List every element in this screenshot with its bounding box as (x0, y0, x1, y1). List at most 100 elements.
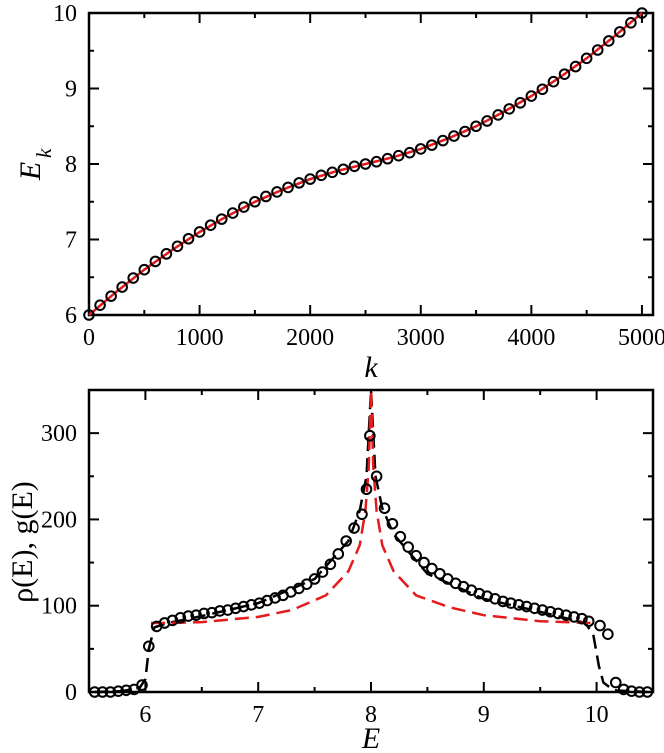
data-point (324, 558, 337, 571)
x-tick-label: 7 (252, 702, 264, 728)
data-point (636, 7, 648, 19)
data-point (386, 517, 399, 530)
data-point (127, 272, 140, 284)
data-point (360, 483, 373, 496)
data-point (138, 263, 151, 276)
data-point (237, 600, 250, 613)
data-point (625, 17, 637, 29)
red-dashed-line (151, 388, 592, 625)
data-point (394, 530, 407, 543)
data-point (402, 541, 415, 553)
x-tick-label: 5000 (618, 325, 664, 351)
x-tick-label: 8 (365, 702, 377, 728)
x-tick-label: 3000 (397, 325, 445, 351)
top-series (83, 7, 648, 321)
top-x-tick-labels: 0 1000 2000 3000 4000 5000 (83, 325, 664, 351)
data-point (514, 97, 527, 109)
data-point (594, 619, 606, 632)
data-point (171, 240, 184, 253)
x-tick-label: 2000 (286, 325, 334, 351)
data-point (568, 611, 580, 623)
data-point (214, 605, 226, 617)
data-point (437, 134, 449, 147)
top-y-axis-label-main: E (14, 162, 47, 181)
x-tick-label: 9 (478, 702, 490, 728)
y-tick-label: 8 (65, 152, 77, 178)
data-point (547, 75, 560, 88)
data-point (96, 686, 109, 698)
data-point (94, 299, 106, 311)
data-point (149, 255, 162, 268)
top-ticks (88, 12, 653, 316)
data-point (316, 566, 329, 578)
data-point (582, 615, 595, 628)
data-point (116, 281, 128, 293)
data-point (418, 556, 430, 569)
data-point (204, 219, 217, 231)
data-point (182, 610, 195, 622)
data-point (410, 549, 422, 562)
y-tick-label: 9 (65, 77, 77, 103)
data-point (174, 611, 187, 624)
data-point (617, 683, 630, 696)
data-point (560, 609, 572, 622)
data-point (569, 60, 582, 73)
top-y-axis-label-sub: k (32, 148, 56, 158)
data-point (190, 609, 202, 622)
data-point (182, 232, 195, 245)
data-point (315, 169, 328, 182)
data-point (337, 163, 350, 176)
data-point (558, 68, 571, 80)
data-point (160, 248, 173, 260)
data-point (282, 181, 294, 194)
data-point (370, 470, 383, 483)
data-point (602, 35, 615, 47)
data-point (229, 602, 242, 615)
y-tick-label: 100 (41, 594, 77, 620)
data-point (308, 573, 321, 585)
data-point (364, 429, 376, 442)
data-point (492, 109, 504, 121)
x-tick-label: 10 (585, 702, 609, 728)
data-point (576, 612, 588, 625)
x-tick-label: 6 (139, 702, 151, 728)
data-point (503, 103, 516, 115)
data-point (481, 115, 493, 127)
data-point (414, 143, 427, 155)
data-point (536, 604, 549, 616)
bottom-x-tick-labels: 6 7 8 9 10 (139, 702, 608, 728)
data-point (226, 207, 239, 219)
data-point (370, 155, 383, 168)
data-point (378, 502, 391, 515)
data-point (641, 686, 654, 698)
data-point (348, 522, 360, 534)
data-point (245, 599, 258, 611)
data-point (238, 201, 250, 213)
data-point (136, 679, 148, 691)
bottom-panel: 6 7 8 9 10 0 100 200 300 E ρ(E), g(E) (6, 388, 655, 753)
data-point (591, 44, 604, 56)
data-point (470, 120, 482, 133)
data-point (403, 146, 416, 159)
top-y-tick-labels: 6 7 8 9 10 (53, 1, 77, 329)
data-point (215, 213, 228, 225)
data-point (221, 604, 234, 616)
data-point (497, 595, 509, 608)
data-point (459, 125, 471, 138)
top-panel: 0 1000 2000 3000 4000 5000 6 7 8 9 10 k E k (14, 1, 664, 384)
data-point (520, 600, 533, 613)
data-point (525, 90, 538, 102)
data-point (112, 685, 125, 697)
x-tick-label: 0 (83, 325, 95, 351)
data-point (448, 130, 460, 142)
y-tick-label: 6 (65, 303, 77, 329)
bottom-y-tick-labels: 0 100 200 300 (41, 421, 77, 706)
data-point (426, 562, 438, 575)
data-point (271, 186, 283, 198)
data-point (625, 685, 638, 697)
data-point (602, 628, 614, 640)
y-tick-label: 200 (41, 507, 77, 533)
black-dashed-line (94, 388, 648, 694)
data-point (104, 686, 117, 698)
